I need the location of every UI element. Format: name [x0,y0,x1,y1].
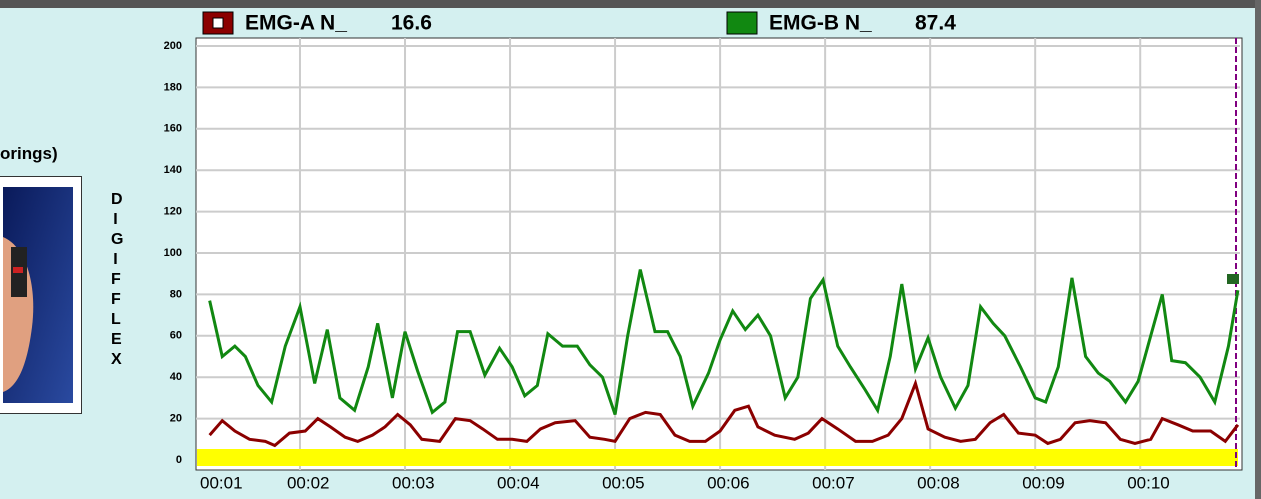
y-tick-label: 100 [164,247,182,259]
legend-swatch [727,12,757,34]
y-tick-label: 0 [176,454,182,466]
x-tick-label: 00:05 [602,473,645,492]
x-tick-label: 00:02 [287,473,330,492]
y-tick-label: 40 [170,371,182,383]
y-tick-label: 60 [170,330,182,342]
legend-label: EMG-B N_ [769,12,872,35]
legend-label: EMG-A N_ [245,12,347,35]
y-tick-label: 80 [170,288,182,300]
x-tick-label: 00:10 [1127,473,1170,492]
y-tick-label: 140 [164,164,182,176]
y-tick-label: 200 [164,40,182,52]
top-border [0,0,1261,8]
cursor-marker [1227,274,1239,284]
legend-swatch-inner [213,18,223,28]
chart: 0 20 40 60 80 100 120 140 160 180 200 00:01 00:02 00:… [0,0,1261,499]
x-tick-label: 00:07 [812,473,855,492]
y-tick-label: 160 [164,123,182,135]
x-tick-label: 00:08 [917,473,960,492]
x-tick-label: 00:09 [1022,473,1065,492]
app-window: orings) DIGIFFLEX 0204060801001201401601… [0,0,1261,499]
x-tick-label: 00:01 [200,473,243,492]
y-tick-label: 180 [164,81,182,93]
right-border [1255,0,1261,499]
x-tick-label: 00:04 [497,473,540,492]
y-tick-label: 20 [170,413,182,425]
baseline-band [197,449,1238,466]
x-tick-label: 00:03 [392,473,435,492]
legend-readout: 87.4 [915,12,956,35]
x-tick-label: 00:06 [707,473,750,492]
y-tick-label: 120 [164,206,182,218]
legend-readout: 16.6 [391,12,432,35]
